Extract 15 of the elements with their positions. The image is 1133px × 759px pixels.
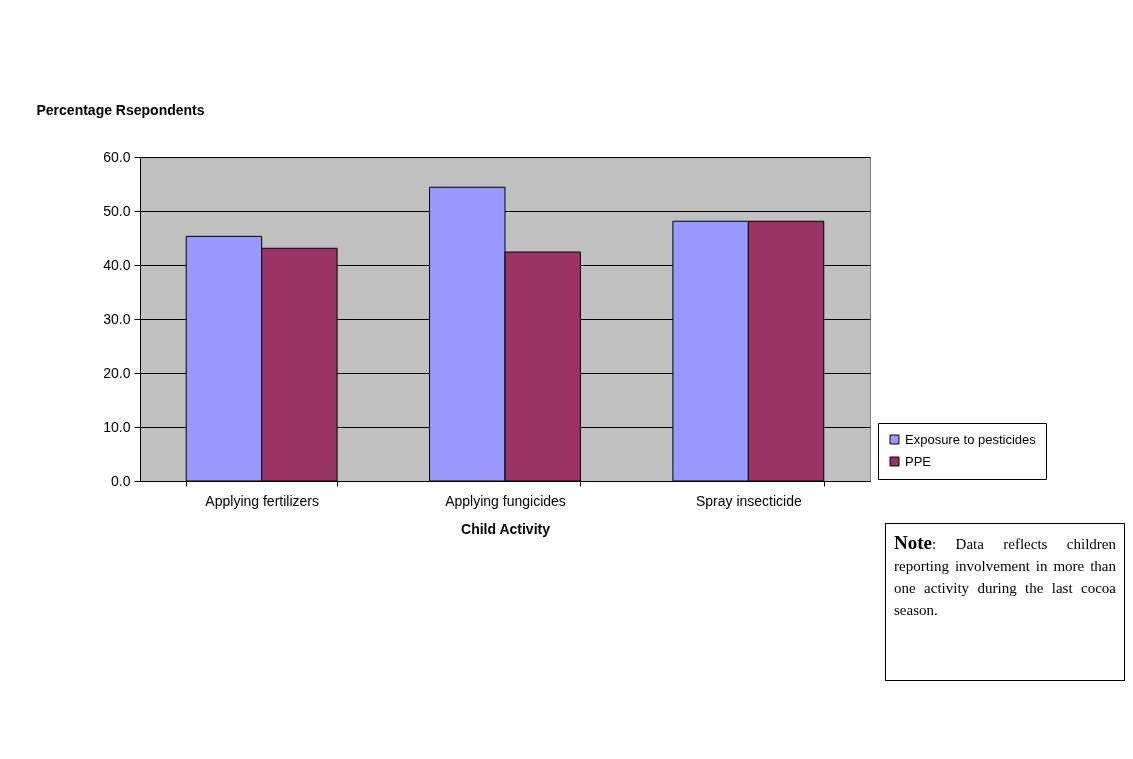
y-tick-label: 20.0	[103, 364, 131, 381]
x-axis-title: Child Activity	[461, 520, 551, 537]
text: Note: Data reflects children reporting involvement in more than one activity during the last cocoa season.	[885, 523, 1125, 681]
y-tick-label: 0.0	[111, 472, 131, 489]
legend-label: Exposure to pesticides	[905, 431, 1037, 447]
y-tick-label: 40.0	[103, 256, 131, 273]
y-axis-title: Percentage Rsepondents	[36, 101, 205, 118]
x-tick-label: Applying fertilizers	[205, 492, 319, 509]
x-tick-label: Applying fungicides	[445, 492, 566, 509]
x-tick-label: Spray insecticide	[695, 492, 802, 509]
y-tick-label: 60.0	[103, 148, 131, 165]
y-tick-label: 30.0	[103, 310, 131, 327]
legend-label: PPE	[905, 453, 932, 469]
y-tick-label: 50.0	[103, 202, 131, 219]
y-tick-label: 10.0	[103, 418, 131, 435]
